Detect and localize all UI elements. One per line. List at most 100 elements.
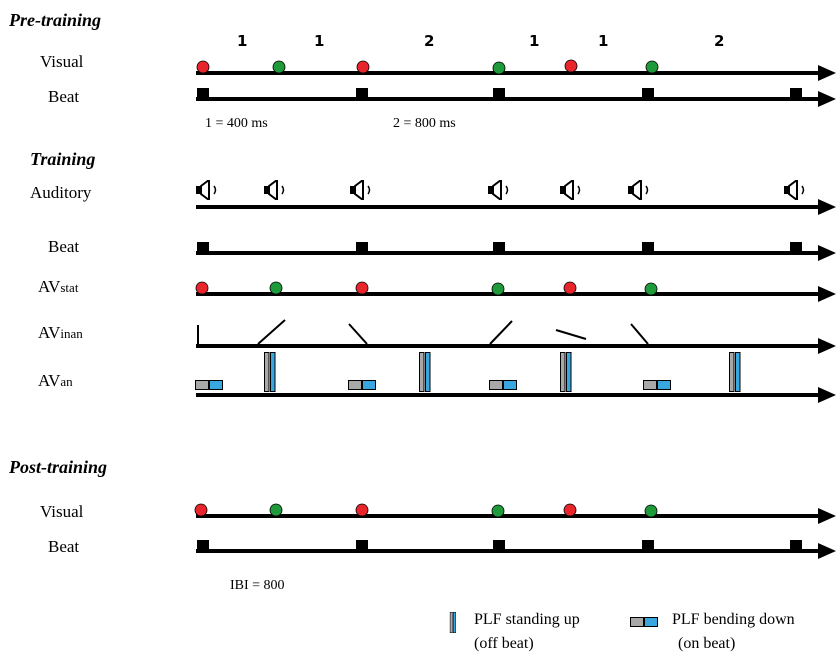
arrow-head-icon [818, 286, 836, 302]
label-stat-suffix: stat [60, 280, 79, 295]
label-av-an: AVan [38, 371, 73, 391]
speaker-icon [488, 180, 509, 200]
legend-plf-bending-icon [630, 617, 658, 627]
red-dot [194, 503, 208, 517]
beat-marker [356, 540, 368, 550]
beat-marker [356, 88, 368, 98]
timeline-av-inan [196, 319, 836, 354]
bar-stimulus [348, 323, 368, 345]
beat-marker [197, 88, 209, 98]
note-two-equals: 2 = 800 ms [393, 116, 456, 131]
arrow-head-icon [818, 543, 836, 559]
label-av-inan: AVinan [38, 323, 83, 343]
beat-marker [493, 540, 505, 550]
red-dot [563, 503, 577, 517]
arrow-head-icon [818, 91, 836, 107]
bar-stimulus [630, 323, 649, 345]
timeline-av-an [195, 352, 836, 403]
beat-marker [642, 88, 654, 98]
interval-number: 1 [598, 32, 609, 50]
green-dot [491, 504, 505, 518]
timeline-beat-post [196, 540, 836, 559]
green-dot [644, 504, 658, 518]
legend-bending-sublabel: (on beat) [678, 635, 736, 652]
green-dot [272, 60, 286, 74]
arrow-head-icon [818, 387, 836, 403]
label-an-suffix: an [60, 374, 73, 389]
plf-bending-down-icon [489, 380, 517, 390]
legend-standing-label: PLF standing up [474, 611, 580, 628]
label-av-stat: AVstat [38, 277, 78, 297]
legend-bending-label: PLF bending down [672, 611, 795, 628]
label-visual-post: Visual [40, 502, 84, 521]
interval-number: 1 [237, 32, 248, 50]
timeline-beat-pre [196, 88, 836, 107]
speaker-icon [784, 180, 805, 200]
beat-marker [197, 540, 209, 550]
beat-marker [790, 242, 802, 252]
interval-number: 1 [529, 32, 540, 50]
timeline-auditory [196, 180, 836, 215]
bar-stimulus [555, 329, 587, 340]
beat-marker [197, 242, 209, 252]
beat-marker [790, 540, 802, 550]
speaker-icon [560, 180, 581, 200]
beat-marker [642, 540, 654, 550]
plf-bending-down-icon [643, 380, 671, 390]
bar-stimulus [257, 319, 286, 345]
label-beat-training: Beat [48, 237, 80, 256]
arrow-head-icon [818, 508, 836, 524]
section-title-post-training: Post-training [9, 457, 108, 477]
green-dot [645, 60, 659, 74]
plf-standing-up-icon [419, 352, 431, 392]
section-title-pre-training: Pre-training [9, 10, 102, 30]
plf-bending-down-icon [348, 380, 376, 390]
bar-stimulus [489, 320, 513, 345]
plf-standing-up-icon [729, 352, 741, 392]
red-dot [195, 281, 209, 295]
red-dot [563, 281, 577, 295]
beat-marker [642, 242, 654, 252]
note-one-equals: 1 = 400 ms [205, 116, 268, 131]
note-ibi: IBI = 800 [230, 578, 285, 593]
arrow-head-icon [818, 65, 836, 81]
beat-marker [493, 242, 505, 252]
speaker-icon [264, 180, 285, 200]
label-auditory: Auditory [30, 183, 92, 202]
label-av-prefix: AV [38, 323, 61, 342]
plf-standing-up-icon [560, 352, 572, 392]
red-dot [564, 59, 578, 73]
timeline-visual-pre [196, 59, 836, 81]
speaker-icon [628, 180, 649, 200]
green-dot [269, 503, 283, 517]
red-dot [355, 503, 369, 517]
plf-bending-down-icon [195, 380, 223, 390]
red-dot [355, 281, 369, 295]
label-inan-suffix: inan [60, 326, 83, 341]
speaker-icon [196, 180, 217, 200]
beat-marker [356, 242, 368, 252]
green-dot [269, 281, 283, 295]
legend-plf-standing-icon [449, 612, 457, 633]
interval-number: 1 [314, 32, 325, 50]
label-beat-pre: Beat [48, 87, 80, 106]
label-beat-post: Beat [48, 537, 80, 556]
timeline-av-stat [195, 281, 836, 302]
beat-marker [790, 88, 802, 98]
label-visual-pre: Visual [40, 52, 84, 71]
green-dot [644, 282, 658, 296]
arrow-head-icon [818, 338, 836, 354]
timeline-visual-post [194, 503, 836, 524]
interval-number: 2 [714, 32, 725, 50]
red-dot [356, 60, 370, 74]
label-av-prefix: AV [38, 277, 61, 296]
beat-marker [493, 88, 505, 98]
label-av-prefix: AV [38, 371, 61, 390]
arrow-head-icon [818, 245, 836, 261]
speaker-icon [350, 180, 371, 200]
legend-standing-sublabel: (off beat) [474, 635, 534, 652]
interval-number: 2 [424, 32, 435, 50]
green-dot [491, 282, 505, 296]
red-dot [196, 60, 210, 74]
